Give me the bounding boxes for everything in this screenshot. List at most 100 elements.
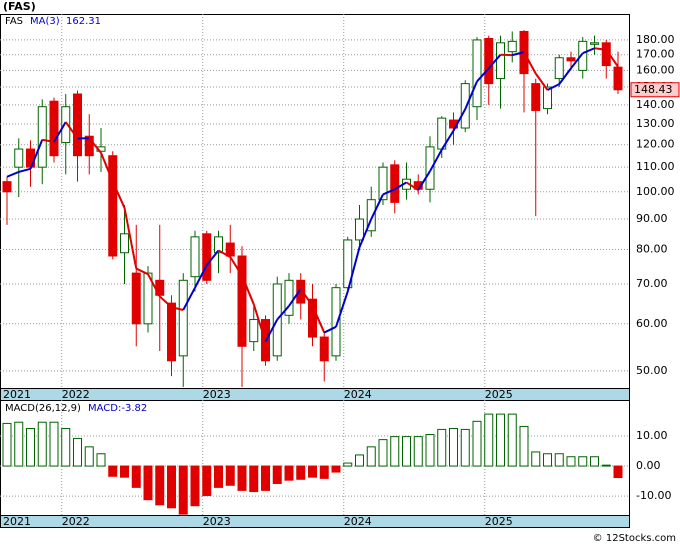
bar — [519, 425, 529, 467]
x-tick-label: 2025 — [485, 388, 513, 401]
bar — [237, 465, 247, 491]
candle-body — [460, 83, 470, 129]
candle-body — [14, 148, 24, 168]
bar — [308, 465, 317, 478]
candle-body — [566, 57, 576, 62]
x-tick-label: 2023 — [203, 388, 231, 401]
x-tick-label: 2022 — [62, 515, 90, 528]
bar — [96, 453, 106, 467]
candle-body — [554, 57, 564, 80]
x-tick-label: 2023 — [203, 515, 231, 528]
bar — [49, 421, 59, 467]
y-tick-label: 100.00 — [636, 185, 675, 198]
x-axis-band — [0, 515, 630, 528]
ma-line — [135, 267, 149, 276]
bar — [120, 465, 129, 478]
ma-line — [264, 319, 279, 343]
bar — [554, 453, 564, 467]
ma-line — [582, 47, 595, 55]
bar — [390, 436, 400, 467]
ma-line — [194, 264, 208, 289]
ma-line — [570, 52, 584, 69]
ma-line — [311, 305, 326, 333]
candle-body — [472, 39, 482, 108]
ma-line — [288, 288, 302, 307]
bar — [37, 421, 47, 467]
bar — [225, 465, 235, 486]
y-tick-label: 120.00 — [636, 138, 675, 151]
bar — [73, 437, 82, 467]
y-tick-label: 10.00 — [636, 429, 668, 442]
candle-body — [308, 298, 317, 338]
bar — [472, 420, 482, 467]
bar — [108, 465, 118, 477]
candle-body — [355, 218, 364, 241]
candle-body — [531, 83, 541, 111]
ma-line — [6, 170, 20, 178]
bar — [178, 465, 188, 515]
y-tick-label: 50.00 — [636, 364, 668, 377]
ma-line — [276, 305, 290, 321]
candle-body — [37, 106, 47, 168]
ma-line — [241, 275, 255, 305]
bar — [249, 465, 259, 493]
ma-line — [159, 295, 173, 308]
candle-body — [543, 86, 552, 110]
bar — [143, 465, 153, 501]
candle-body — [2, 181, 12, 193]
bar — [167, 465, 176, 509]
bar — [61, 428, 71, 467]
price-label-box — [630, 82, 680, 98]
legend-ma-value: 162.31 — [66, 16, 101, 27]
ma-line — [440, 130, 455, 151]
ma-line — [323, 325, 337, 334]
ma-line — [512, 51, 525, 57]
bar — [413, 436, 423, 467]
ma-line — [111, 181, 126, 209]
ma-line — [147, 273, 161, 297]
bar — [601, 464, 611, 467]
ma-line — [523, 51, 537, 75]
candle-body — [613, 66, 623, 91]
ma-line — [464, 81, 478, 110]
footer: © 12Stocks.com — [593, 533, 676, 544]
bar — [378, 439, 388, 467]
ma-line — [487, 54, 502, 69]
ma-line — [452, 108, 467, 132]
ma-line — [405, 181, 419, 191]
bar — [449, 428, 458, 467]
candle-body — [131, 272, 141, 325]
ma-line — [42, 138, 55, 143]
bar — [14, 421, 24, 467]
x-axis-band — [0, 388, 630, 401]
y-tick-label: 90.00 — [636, 212, 668, 225]
bar — [155, 465, 165, 506]
bar — [507, 413, 517, 467]
ma-line — [558, 67, 572, 85]
y-tick-label: 0.00 — [636, 459, 661, 472]
candle-body — [61, 106, 71, 144]
bar — [296, 465, 306, 480]
candle-body — [296, 279, 306, 304]
bar — [214, 465, 223, 488]
candle-body — [249, 319, 259, 343]
candle-body — [108, 155, 118, 257]
ma-line — [429, 149, 443, 172]
y-tick-label: 60.00 — [636, 317, 668, 330]
y-tick-label: 140.00 — [636, 98, 675, 111]
ma-line — [88, 137, 102, 154]
candle-body — [167, 302, 176, 362]
candle-body — [120, 233, 129, 254]
ma-line — [346, 246, 361, 292]
legend-series: FAS — [5, 16, 23, 27]
bar — [319, 465, 329, 479]
bar — [343, 462, 353, 467]
bar — [272, 465, 282, 484]
candle-body — [202, 233, 212, 281]
ma-line — [547, 83, 560, 91]
bar — [355, 454, 364, 467]
bar — [202, 465, 212, 496]
bar — [26, 428, 35, 467]
ma-line — [123, 207, 138, 269]
candle-body — [73, 93, 82, 157]
